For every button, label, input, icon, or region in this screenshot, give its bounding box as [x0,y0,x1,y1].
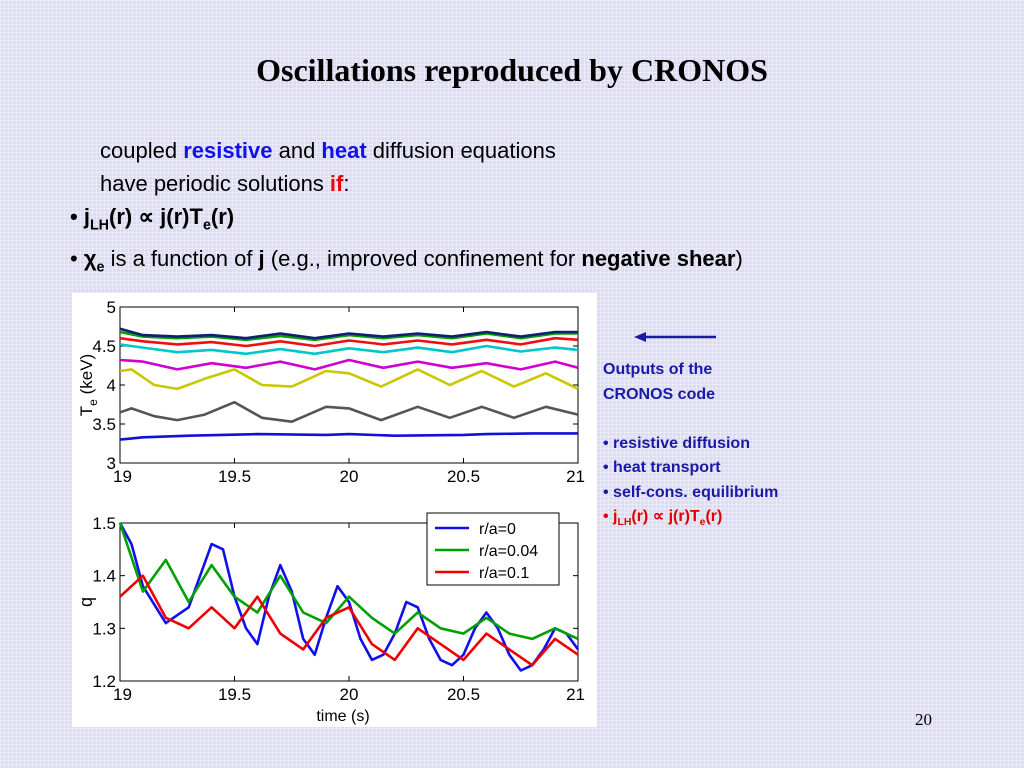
bullet-chi-pre: is a function of [104,246,259,272]
y-tick-label-0-3: 4.5 [92,337,116,356]
bullet-jlh-rest: (r) ∝ j(r)T [109,204,203,229]
x-tick-label-1-1: 19.5 [218,685,251,704]
bullet-chi-post: ) [735,246,743,272]
series-line-1-0 [118,522,580,672]
bullet-chi-mid: (e.g., improved confinement for [264,246,582,272]
side-item-4-end: (r) [705,508,723,525]
bullet-chi-negative-shear: negative shear [581,246,736,272]
intro-line-1-post: diffusion equations [366,138,556,163]
x-tick-label-1-0: 19 [113,685,132,704]
intro-word-heat: heat [321,138,367,163]
intro-line-2: have periodic solutions if: [100,167,556,200]
y-axis-label-1: q [76,597,96,607]
intro-line-2-post: : [343,171,350,196]
intro-text: coupled resistive and heat diffusion equ… [100,134,556,200]
side-heading-2: CRONOS code [603,385,716,403]
x-tick-label-0-0: 19 [113,467,132,486]
intro-line-1-mid: and [272,138,322,163]
left-arrow-icon [634,332,716,342]
bullet-chi-j: j [258,246,265,272]
y-tick-label-1-1: 1.3 [92,619,116,638]
x-tick-label-1-3: 20.5 [447,685,480,704]
side-item-2-label: heat transport [613,459,721,476]
legend-label-2: r/a=0.1 [479,565,529,582]
x-tick-label-1-4: 21 [566,685,585,704]
bullet-chi-symbol: χ [83,246,97,272]
x-tick-label-1-2: 20 [340,685,359,704]
series-line-1-2 [119,574,579,667]
side-item-4: • jLH(r) ∝ j(r)Te(r) [603,508,723,529]
bullet-jlh-end: (r) [210,204,235,229]
y-tick-label-0-2: 4 [107,376,116,395]
series-line-0-3 [119,358,579,371]
intro-word-resistive: resistive [183,138,273,163]
y-tick-label-1-0: 1.2 [92,672,116,691]
x-tick-label-0-1: 19.5 [218,467,251,486]
intro-word-if: if [329,171,344,196]
side-item-1: • resistive diffusion [603,434,750,452]
bullet-jlh-j: j [83,204,90,229]
legend-label-1: r/a=0.04 [479,543,538,560]
x-tick-label-0-4: 21 [566,467,585,486]
y-tick-label-1-2: 1.4 [92,567,116,586]
side-item-3: • self-cons. equilibrium [603,483,779,501]
side-item-3-label: self-cons. equilibrium [613,483,779,501]
side-item-4-j: j [613,508,618,525]
bullet-jlh: • jLH(r) ∝ j(r)Te(r) [70,204,235,234]
side-heading-1: Outputs of the [603,361,713,378]
side-item-4-sub2: e [699,517,706,529]
series-line-0-4 [119,343,579,356]
slide-title: Oscillations reproduced by CRONOS [256,52,768,88]
series-line-0-6 [119,330,578,342]
side-item-2: • heat transport [603,459,721,476]
x-axis-label-1: time (s) [316,708,369,725]
y-tick-label-0-1: 3.5 [92,415,116,434]
chart-svg: 19 19.5 20 20.5 21 3 3.5 4 4.5 5 19 19.5 20 20.5 21 1.2… [76,298,585,725]
y-tick-label-1-3: 1.5 [92,514,116,533]
legend-label-0: r/a=0 [479,521,516,538]
series-line-0-0 [119,432,578,441]
side-item-4-sub: LH [617,517,632,529]
series-line-1-1 [118,522,579,641]
page-number: 20 [915,710,932,729]
bullet-chi-sub: e [96,259,105,276]
intro-line-1-pre: coupled [100,138,184,163]
series-line-0-5 [119,336,579,348]
y-axis-label-0: Te (keV) [77,354,100,416]
bullet-jlh-sub2: e [202,217,211,234]
side-item-4-rest: (r) ∝ j(r)T [631,508,700,525]
intro-line-1: coupled resistive and heat diffusion equ… [100,134,556,167]
x-tick-label-0-3: 20.5 [447,467,480,486]
bullet-list: • jLH(r) ∝ j(r)Te(r) • χe is a function … [70,200,743,285]
chart-figure: 19 19.5 20 20.5 21 3 3.5 4 4.5 5 19 19.5 20 20.5 21 1.2… [72,293,597,727]
side-notes: Outputs of the CRONOS code • resistive d… [603,358,778,536]
bullet-jlh-sub: LH [89,217,110,234]
y-tick-label-0-4: 5 [107,298,116,317]
intro-line-2-pre: have periodic solutions [100,171,330,196]
series-line-0-7 [119,327,578,340]
series-line-0-2 [119,368,579,391]
x-tick-label-0-2: 20 [340,467,359,486]
bullet-chi: • χe is a function of j (e.g., improved … [70,246,743,276]
side-item-1-label: resistive diffusion [613,434,750,452]
y-tick-label-0-0: 3 [107,454,116,473]
series-line-0-1 [119,400,579,423]
